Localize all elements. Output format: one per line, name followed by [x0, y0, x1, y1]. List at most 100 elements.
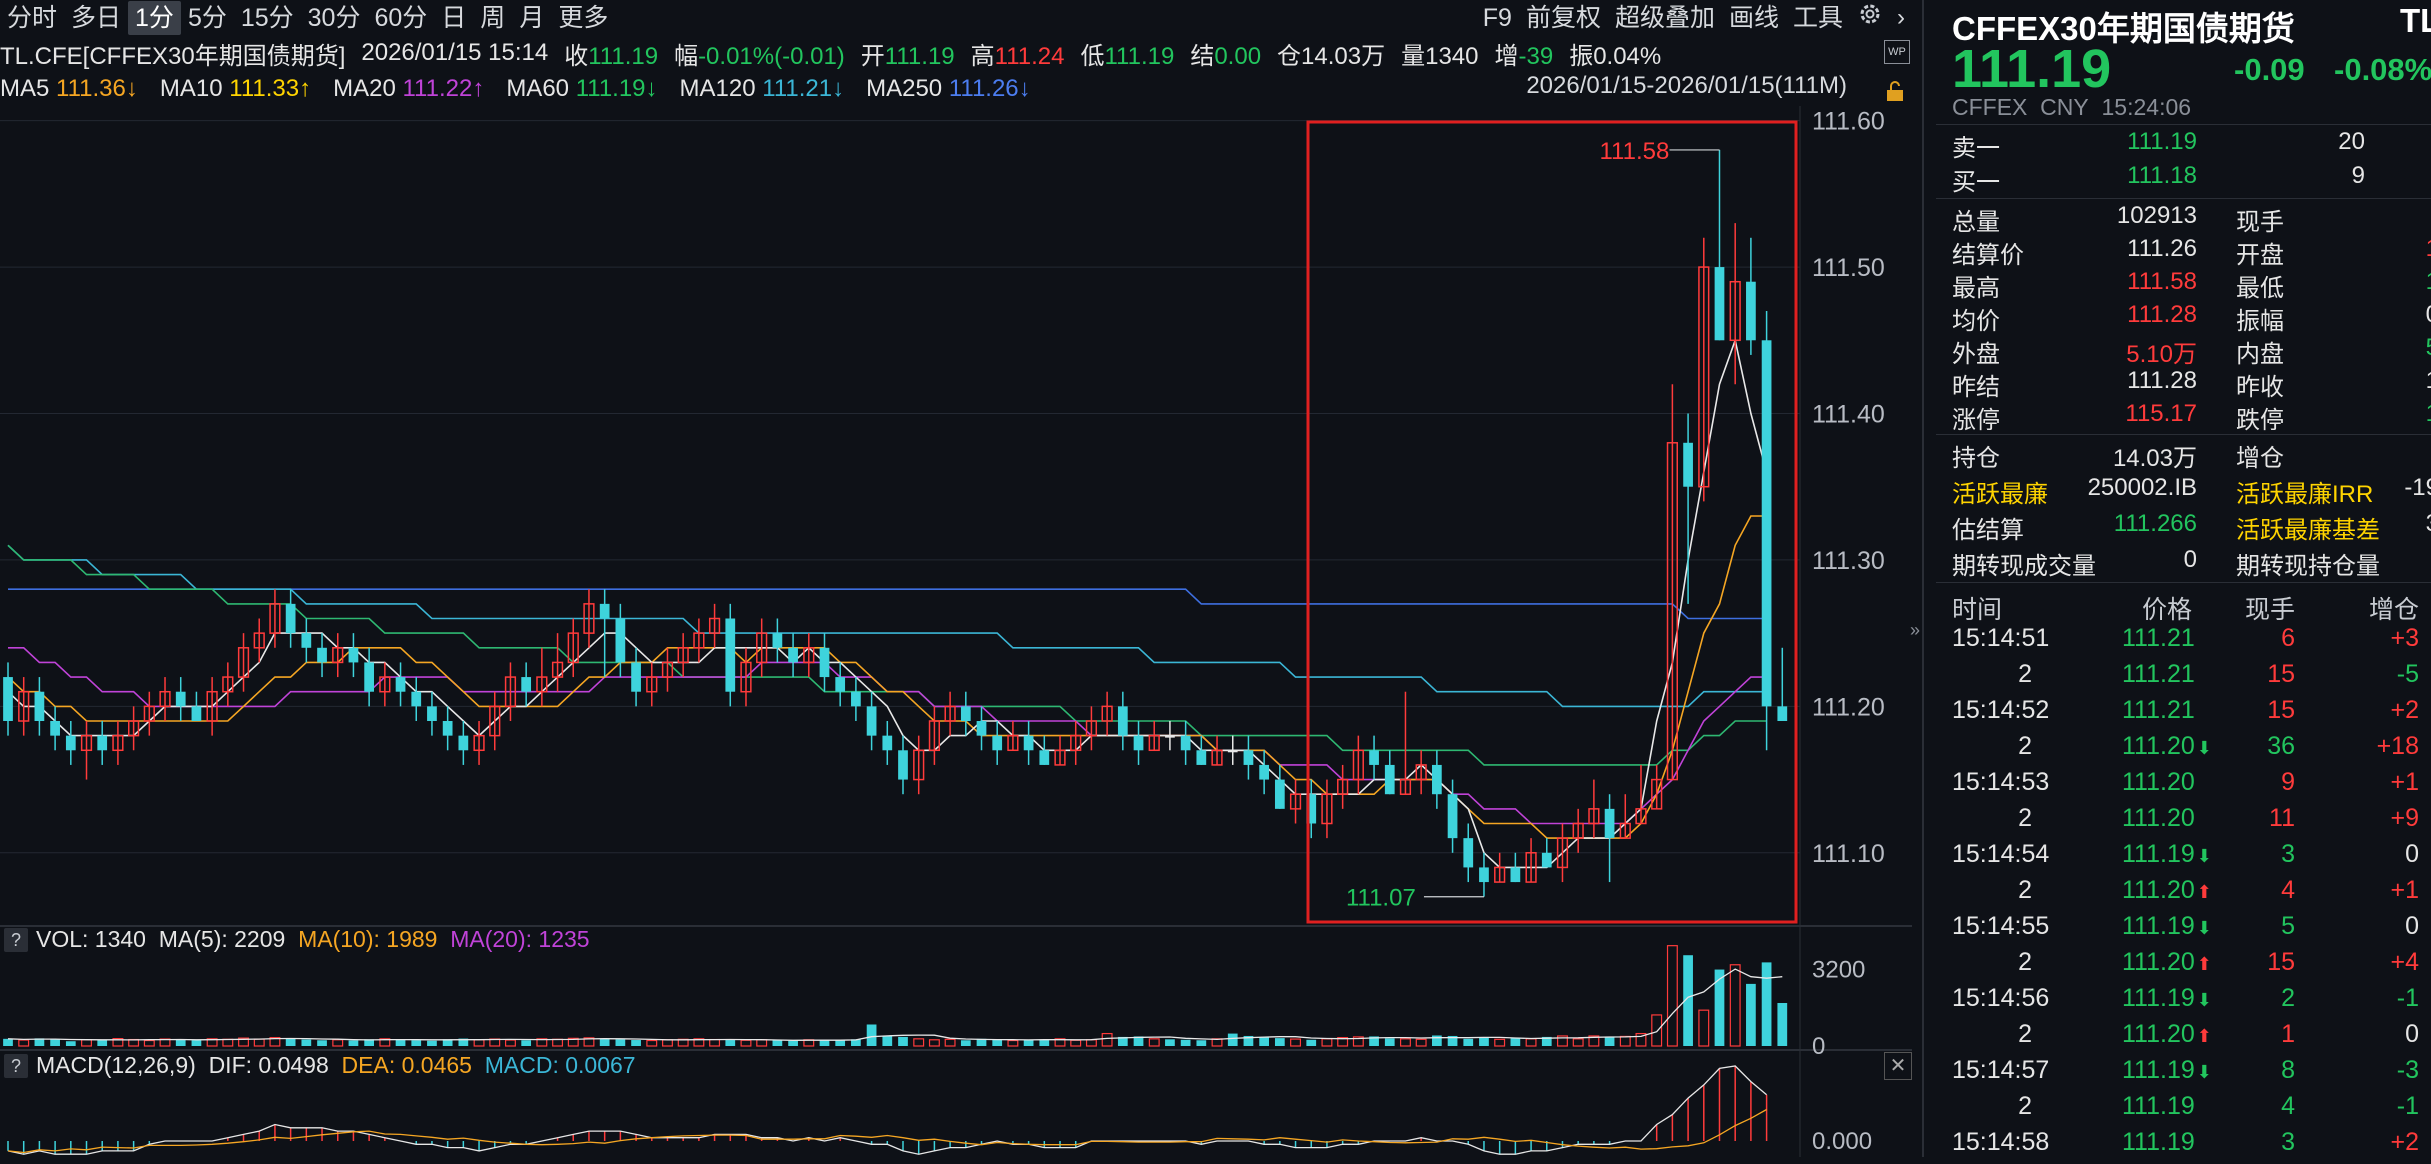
ma60-label: MA60	[506, 75, 570, 102]
volume-bar	[1431, 1035, 1442, 1046]
period-tab-15min[interactable]: 15分	[240, 4, 294, 32]
period-tab-month[interactable]: 月	[519, 4, 545, 32]
tick-header-time: 时间	[1952, 596, 2003, 624]
tick-volume: 4	[2281, 876, 2295, 904]
tools-button[interactable]: 工具	[1792, 4, 1843, 32]
tick-price: 111.20 ⬆	[2122, 1020, 2212, 1048]
volume-bar	[1054, 1038, 1066, 1047]
chevron-right-icon[interactable]: ›	[1897, 4, 1905, 31]
period-tab-30min[interactable]: 30分	[307, 4, 361, 32]
candle	[127, 720, 140, 737]
volume-legend: ? VOL: 1340 MA(5): 2209 MA(10): 1989 MA(…	[0, 926, 590, 953]
bar-datetime: 2026/01/15 15:14	[361, 39, 549, 66]
ma10-label: MA10	[159, 75, 223, 102]
period-tab-week[interactable]: 周	[480, 4, 506, 32]
tick-row: 15:14:53 111.20 9 +1	[1924, 768, 2431, 804]
ma20-label: MA20	[333, 75, 396, 102]
gear-icon[interactable]	[1850, 1, 1890, 35]
candle	[521, 677, 532, 692]
stat-label: 增仓	[2236, 445, 2284, 472]
volume-bar	[662, 1039, 673, 1047]
kline-chart[interactable]: 111.60 111.50 111.40 111.30 111.20 111.10 111.…	[0, 106, 1912, 1157]
period-tab-60min[interactable]: 60分	[374, 4, 428, 32]
candle	[928, 720, 941, 752]
tick-increase: 0	[2405, 912, 2419, 940]
stat-label: 持仓	[1952, 445, 2000, 472]
candle	[1023, 735, 1034, 751]
candle	[97, 735, 108, 751]
settle-value: 0.00	[1214, 42, 1262, 70]
draw-line-button[interactable]: 画线	[1728, 4, 1779, 32]
candle	[1274, 779, 1285, 809]
tick-header: 时间 价格 现手 增仓	[1924, 590, 2431, 626]
period-tab-day[interactable]: 日	[441, 4, 467, 32]
adjust-button[interactable]: 前复权	[1525, 4, 1601, 32]
volume-bar	[301, 1039, 312, 1046]
ma250-value: 111.26↓	[948, 75, 1031, 102]
period-toolbar: 分时 多日 1分 5分 15分 30分 60分 日 周 月 更多	[0, 0, 1912, 36]
volume-bar	[238, 1037, 249, 1047]
tool-toolbar: F9 前复权 超级叠加 画线 工具 ›	[1476, 0, 1912, 36]
candle	[788, 647, 798, 663]
y-tick-label: 111.50	[1812, 254, 1885, 282]
tick-price: 111.21	[2122, 696, 2195, 724]
period-tab-multiday[interactable]: 多日	[71, 4, 122, 32]
candle	[1777, 706, 1788, 721]
tick-row: 15:14:54 111.19 ⬇ 3 0	[1924, 840, 2431, 876]
tick-increase: +4	[2390, 948, 2419, 976]
candle	[898, 750, 908, 780]
overlay-button[interactable]: 超级叠加	[1614, 4, 1715, 32]
low-value: 111.19	[1104, 42, 1175, 70]
lock-icon[interactable]	[1884, 80, 1906, 107]
tick-price: 111.20 ⬇	[2122, 732, 2212, 760]
stat-value: 111.26	[2127, 235, 2197, 262]
volume-bar	[317, 1040, 327, 1046]
tick-time: 15:14:52	[1952, 696, 2050, 724]
bar-info-line: TL.CFE[CFFEX30年期国债期货] 2026/01/15 15:14 收…	[0, 36, 1890, 70]
volume-bar	[913, 1038, 925, 1047]
f9-button[interactable]: F9	[1482, 4, 1512, 32]
tick-row: 15:14:52 111.21 15 +2	[1924, 696, 2431, 732]
arrow-up-icon: ⬆	[2196, 1026, 2212, 1046]
candle	[364, 662, 375, 692]
period-tab-1min[interactable]: 1分	[128, 1, 181, 35]
stat-label: 估结算	[1952, 517, 2024, 544]
date-range: 2026/01/15-2026/01/15(111M)	[1526, 72, 1847, 99]
candle	[1463, 838, 1474, 868]
collapse-handle-icon[interactable]: »	[1910, 620, 1921, 640]
macd-value-label: MACD: 0.0067	[484, 1052, 636, 1078]
stat-value: 0	[2183, 546, 2197, 573]
volume-bar	[1698, 1009, 1710, 1047]
volume-bar	[1352, 1036, 1364, 1047]
highlight-box	[1306, 120, 1798, 924]
period-tab-more[interactable]: 更多	[558, 4, 609, 32]
stat-value: 14.03万	[2112, 445, 2197, 472]
arrow-up-icon: ⬆	[2196, 882, 2212, 902]
volume-bar	[379, 1038, 391, 1047]
volume-bar	[1290, 1038, 1302, 1047]
candle	[285, 603, 296, 634]
candle	[756, 632, 768, 664]
candle	[1384, 764, 1395, 795]
tick-row: 15:14:51 111.21 6 +3	[1924, 624, 2431, 660]
low-annotation: 111.07	[1346, 885, 1416, 912]
volume-bar	[536, 1038, 548, 1047]
period-tab-5min[interactable]: 5分	[187, 4, 227, 32]
stat-value: 5.10万	[2126, 341, 2197, 368]
volume-bar	[599, 1039, 610, 1046]
stat-label: 均价	[1952, 308, 2000, 335]
period-tab-intraday[interactable]: 分时	[7, 4, 58, 32]
help-icon[interactable]: ?	[4, 927, 28, 952]
price-change-pct: -0.08%	[2334, 52, 2431, 87]
wp-icon[interactable]: WP	[1884, 40, 1910, 64]
tick-time: 2	[2018, 1020, 2032, 1048]
close-icon[interactable]: ✕	[1884, 1052, 1912, 1080]
candle	[567, 632, 579, 664]
stat-label: 昨收	[2236, 374, 2284, 401]
tick-price: 111.20 ⬆	[2122, 876, 2212, 904]
volume-bar	[788, 1040, 798, 1046]
candle	[1572, 822, 1584, 839]
help-icon[interactable]: ?	[4, 1053, 28, 1078]
tick-row: 15:14:56 111.19 ⬇ 2 -1	[1924, 984, 2431, 1020]
candle	[1306, 794, 1317, 824]
